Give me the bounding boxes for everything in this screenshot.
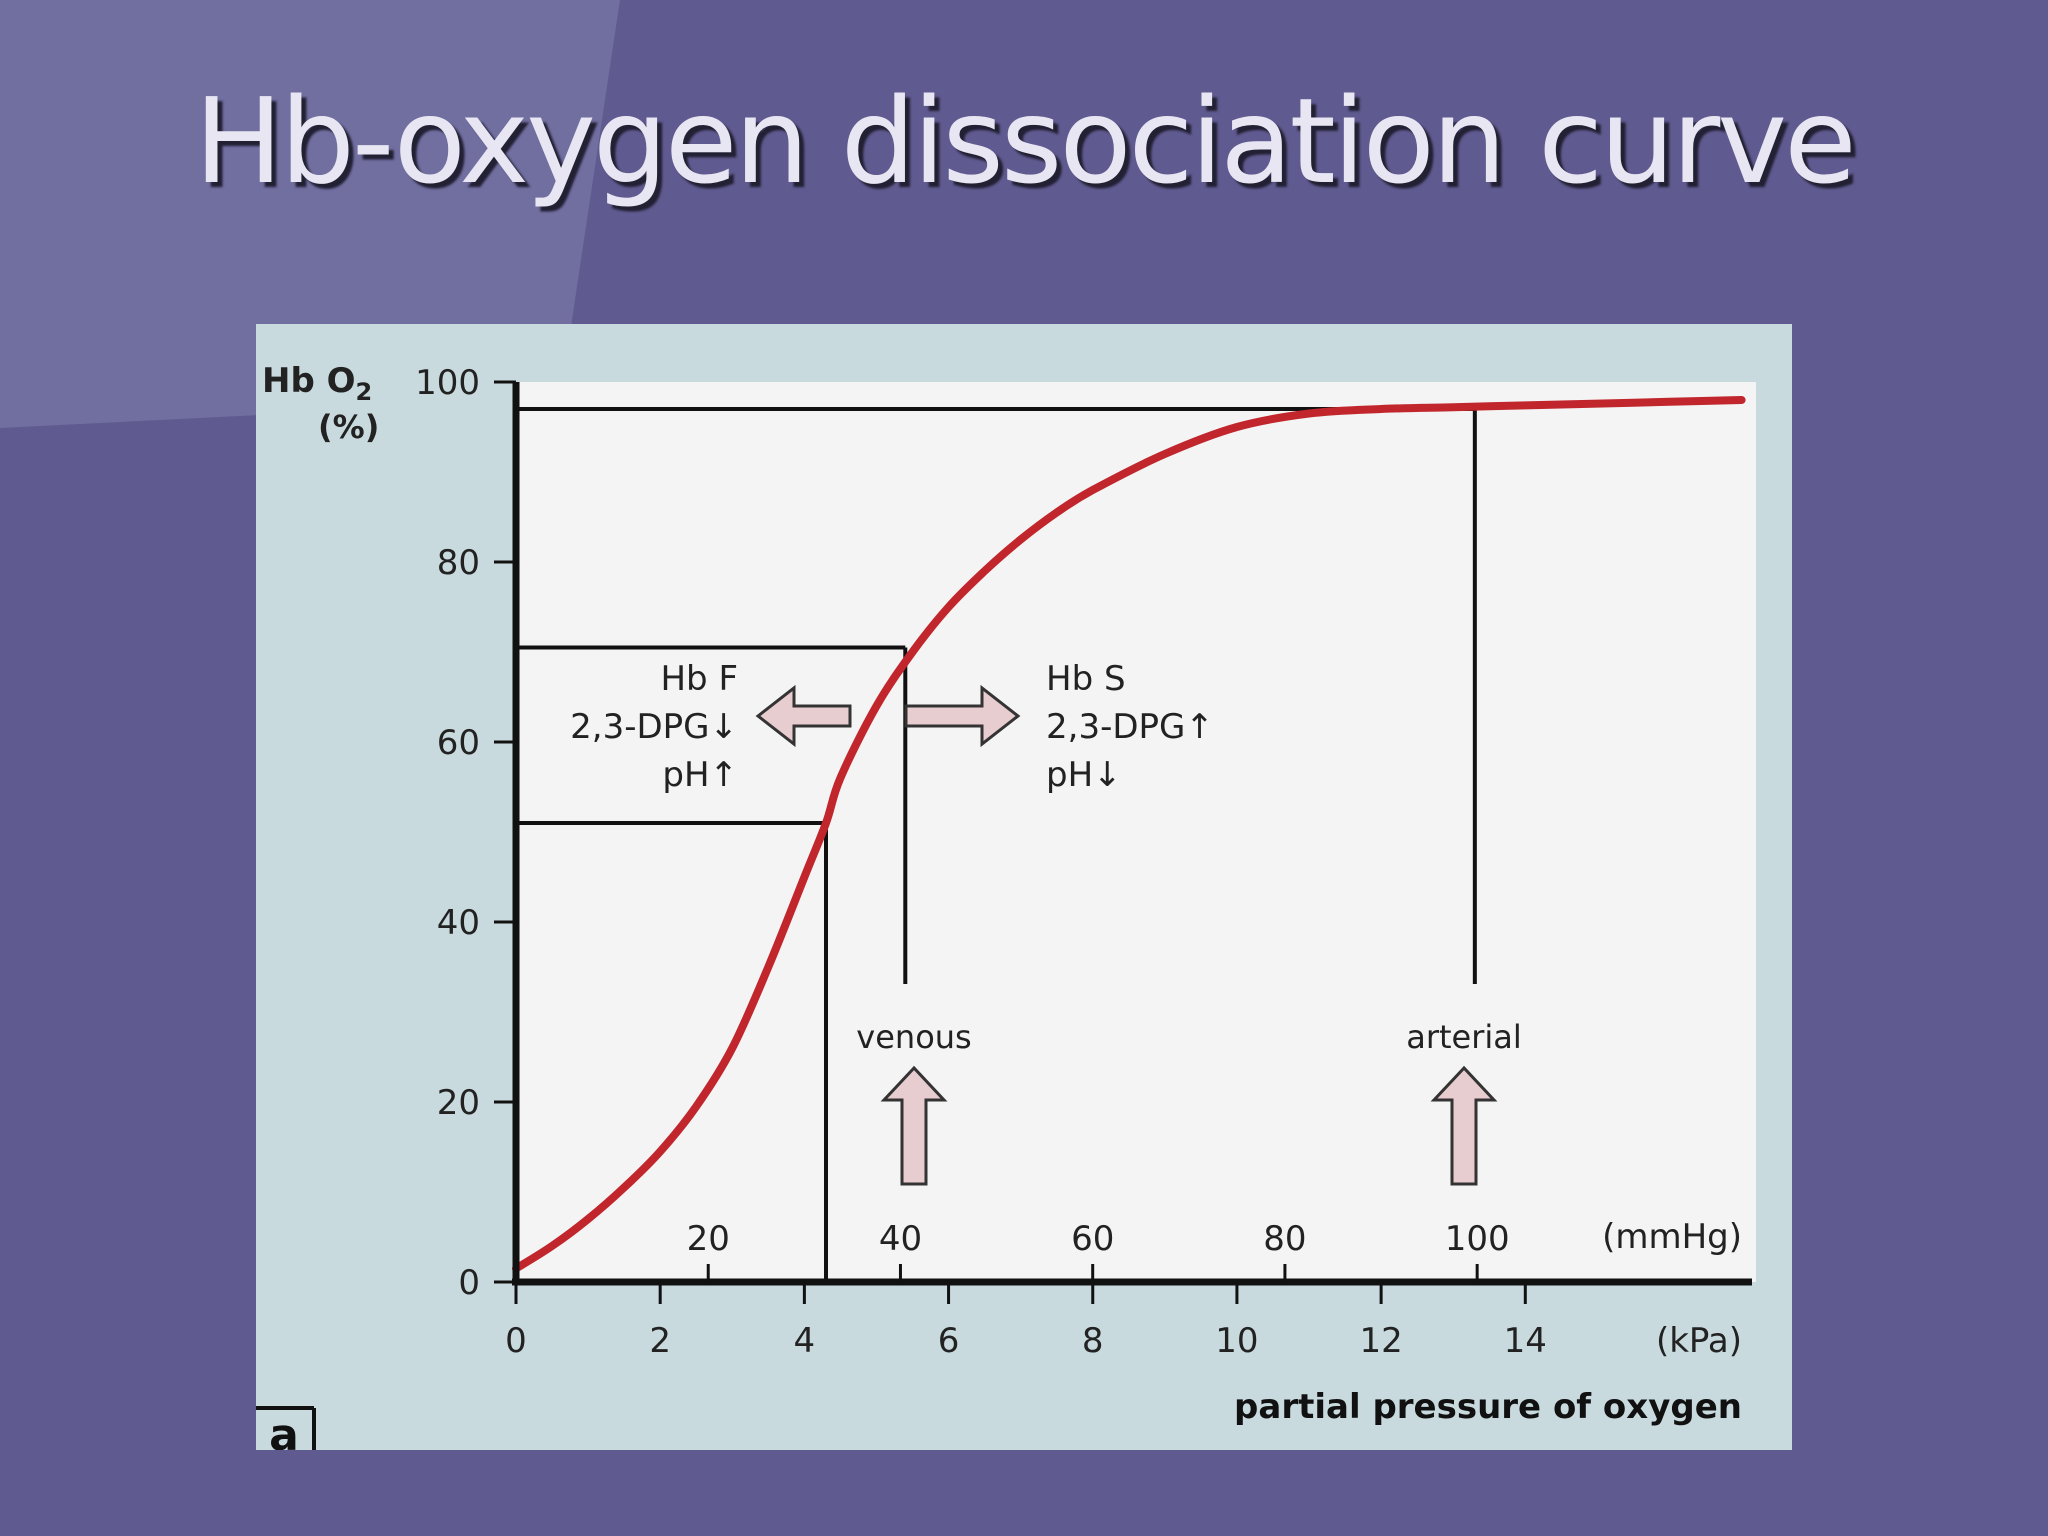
x-tick-label-14: 14 [1504, 1321, 1547, 1361]
y-tick-label-60: 60 [437, 723, 480, 763]
x-axis-unit: (kPa) [1656, 1321, 1742, 1361]
right-shift-line-1: Hb S [1046, 659, 1126, 699]
x-tick-label-10: 10 [1215, 1321, 1258, 1361]
left-shift-line-1: Hb F [660, 659, 738, 699]
arterial-arrow [1430, 1065, 1498, 1186]
oxygen-dissociation-chart: 0 20 40 60 80 100 0 2 4 6 8 10 12 14 20 40 60 80 100 Hb … [256, 324, 1792, 1450]
x2-tick-label-100: 100 [1445, 1219, 1510, 1259]
x-tick-label-8: 8 [1082, 1321, 1104, 1361]
arterial-label: arterial [1406, 1018, 1522, 1056]
x-tick-label-4: 4 [794, 1321, 816, 1361]
chart-figure: 0 20 40 60 80 100 0 2 4 6 8 10 12 14 20 40 60 80 100 Hb … [256, 324, 1792, 1450]
y-tick-label-20: 20 [437, 1083, 480, 1123]
x-tick-label-2: 2 [649, 1321, 671, 1361]
right-shift-arrow [904, 684, 1021, 748]
slide-title: Hb-oxygen dissociation curve [194, 72, 1856, 210]
left-shift-annotation: Hb F 2,3-DPG↓ pH↑ [570, 659, 738, 795]
x2-tick-label-60: 60 [1071, 1219, 1114, 1259]
plot-area [516, 382, 1756, 1282]
y-axis-label: Hb O2 [262, 361, 372, 406]
y-tick-label-80: 80 [437, 543, 480, 583]
y-tick-label-0: 0 [458, 1263, 480, 1303]
venous-arrow [880, 1065, 948, 1186]
x2-tick-label-20: 20 [687, 1219, 730, 1259]
x2-tick-label-40: 40 [879, 1219, 922, 1259]
panel-letter: a [269, 1410, 299, 1450]
left-shift-line-2: 2,3-DPG↓ [570, 707, 738, 747]
y-tick-label-40: 40 [437, 903, 480, 943]
x-tick-label-0: 0 [505, 1321, 527, 1361]
y-axis-label-subscript: 2 [356, 378, 373, 406]
left-shift-arrow [755, 684, 852, 748]
x2-axis-unit: (mmHg) [1602, 1217, 1742, 1257]
x2-tick-label-80: 80 [1263, 1219, 1306, 1259]
left-shift-line-3: pH↑ [662, 755, 738, 795]
dissociation-curve [512, 396, 1746, 1273]
right-shift-annotation: Hb S 2,3-DPG↑ pH↓ [1046, 659, 1214, 795]
x-tick-label-6: 6 [938, 1321, 960, 1361]
y-tick-label-100: 100 [415, 363, 480, 403]
x-axis-title: partial pressure of oxygen [1234, 1387, 1742, 1427]
right-shift-line-2: 2,3-DPG↑ [1046, 707, 1214, 747]
right-shift-line-3: pH↓ [1046, 755, 1122, 795]
venous-label: venous [856, 1018, 971, 1056]
y-axis-unit: (%) [318, 408, 379, 446]
x-tick-label-12: 12 [1359, 1321, 1402, 1361]
